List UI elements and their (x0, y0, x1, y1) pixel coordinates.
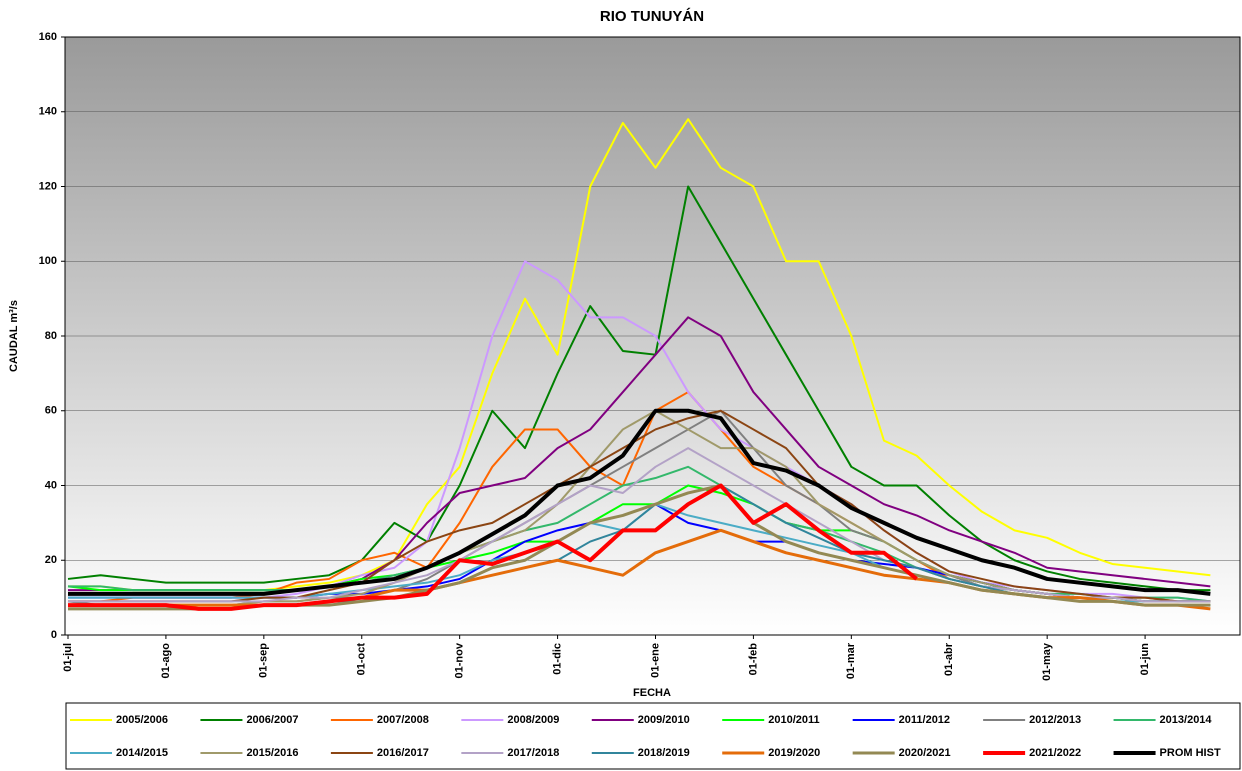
y-tick-label: 120 (39, 180, 57, 192)
x-tick-label: 01-ene (649, 643, 661, 678)
series-line (67, 185, 1211, 592)
legend-label: 2020/2021 (899, 747, 951, 759)
legend-label: 2005/2006 (116, 714, 168, 726)
legend-label: 2012/2013 (1029, 714, 1081, 726)
x-tick-label: 01-oct (356, 643, 368, 676)
x-tick-label: 01-ago (160, 643, 172, 679)
series-line (68, 408, 1211, 596)
legend-label: 2009/2010 (638, 714, 690, 726)
legend-label: 2014/2015 (116, 747, 168, 759)
legend-label: 2021/2022 (1029, 747, 1081, 759)
x-tick-label: 01-jul (62, 643, 74, 672)
legend-label: 2018/2019 (638, 747, 690, 759)
y-axis-label: CAUDAL m³/s (8, 300, 20, 372)
y-tick-label: 40 (45, 479, 57, 491)
x-tick-label: 01-mar (845, 642, 857, 679)
legend-label: 2007/2008 (377, 714, 429, 726)
x-tick-label: 01-abr (943, 642, 955, 676)
x-tick-label: 01-dic (551, 643, 563, 675)
y-tick-label: 80 (45, 330, 57, 342)
legend-label: 2008/2009 (507, 714, 559, 726)
y-tick-label: 100 (39, 255, 57, 267)
legend-label: 2016/2017 (377, 747, 429, 759)
legend-label: PROM HIST (1160, 747, 1221, 759)
x-tick-label: 01-feb (747, 643, 759, 676)
legend-label: 2019/2020 (768, 747, 820, 759)
series-line (68, 483, 918, 611)
x-tick-label: 01-may (1041, 642, 1053, 681)
y-tick-label: 20 (45, 554, 57, 566)
x-tick-label: 01-nov (454, 642, 466, 678)
legend-label: 2015/2016 (246, 747, 298, 759)
series-line (68, 409, 1211, 603)
x-tick-label: 01-sep (258, 643, 270, 678)
legend-label: 2017/2018 (507, 747, 559, 759)
y-tick-label: 140 (39, 106, 57, 118)
x-tick-label: 01-jun (1139, 643, 1151, 676)
plot-border (64, 36, 1241, 636)
series-line (68, 447, 1211, 603)
legend-label: 2011/2012 (899, 714, 950, 726)
chart-title: RIO TUNUYÁN (600, 8, 704, 25)
legend-box (65, 702, 1241, 770)
legend-label: 2013/2014 (1160, 714, 1213, 726)
x-axis-label: FECHA (633, 687, 671, 699)
y-tick-label: 160 (39, 31, 57, 43)
y-tick-label: 60 (45, 405, 57, 417)
legend-label: 2006/2007 (246, 714, 298, 726)
legend-label: 2010/2011 (768, 714, 819, 726)
y-tick-label: 0 (51, 629, 57, 641)
